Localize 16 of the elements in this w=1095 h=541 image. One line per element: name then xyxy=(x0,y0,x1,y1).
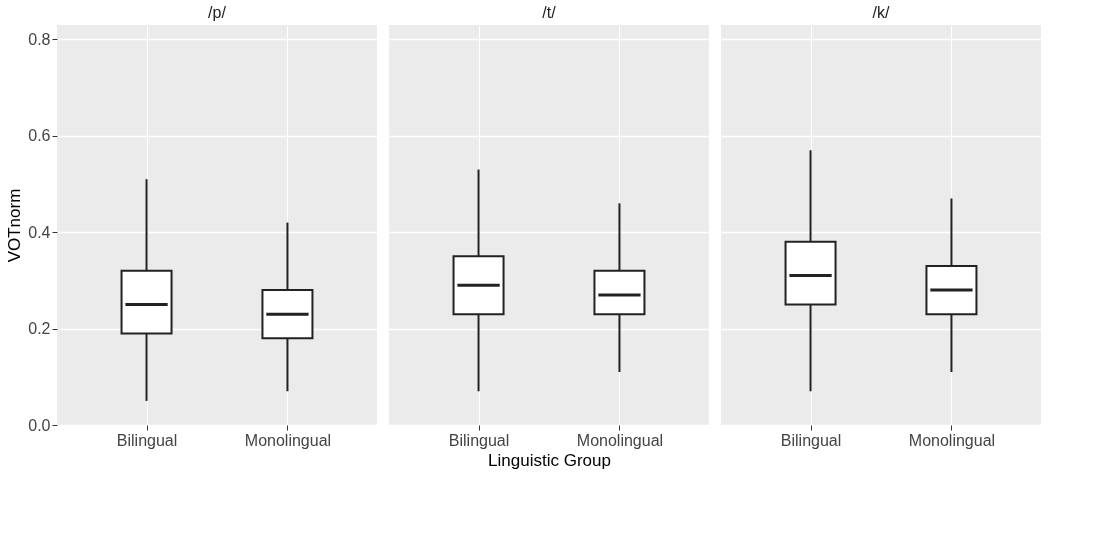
chart-title: /t/ xyxy=(542,4,557,21)
x-tick-label: Monolingual xyxy=(908,431,996,449)
y-tick-label: 0.0 xyxy=(28,416,51,434)
chart-title: /k/ xyxy=(872,4,890,21)
y-axis-title: VOTnorm xyxy=(5,188,25,263)
x-tick-label: Bilingual xyxy=(448,431,510,449)
y-tick-label: 0.8 xyxy=(28,30,51,48)
y-tick-label: 0.2 xyxy=(28,320,51,338)
x-tick-label: Monolingual xyxy=(576,431,664,449)
chart-title: /p/ xyxy=(208,4,227,21)
x-tick-label: Bilingual xyxy=(116,431,178,449)
x-tick-label: Bilingual xyxy=(780,431,842,449)
x-axis-title: Linguistic Group xyxy=(488,450,611,470)
x-tick-label: Monolingual xyxy=(244,431,332,449)
y-tick-label: 0.6 xyxy=(28,127,51,145)
y-tick-label: 0.4 xyxy=(28,223,51,241)
